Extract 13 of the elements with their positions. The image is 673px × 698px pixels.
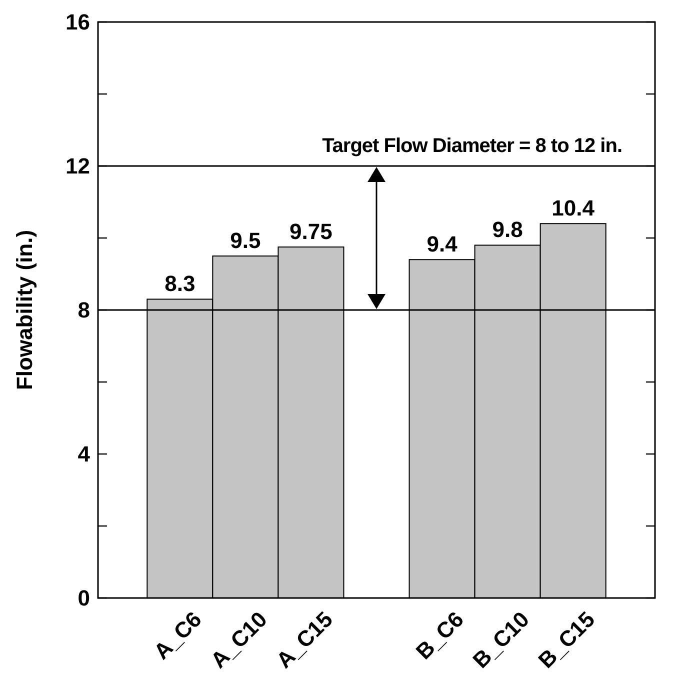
data-label: 9.4 — [426, 232, 458, 257]
y-axis-title: Flowability (in.) — [12, 230, 37, 390]
y-tick-label: 16 — [66, 10, 90, 35]
data-label: 9.5 — [230, 228, 261, 253]
annotation: Target Flow Diameter = 8 to 12 in. — [322, 135, 622, 157]
y-tick-label: 0 — [78, 586, 90, 611]
data-label: 10.4 — [552, 196, 596, 221]
y-tick-label: 4 — [78, 442, 91, 467]
data-label: 8.3 — [164, 271, 196, 296]
data-label: 9.8 — [492, 217, 523, 242]
y-tick-label: 8 — [78, 298, 90, 323]
y-tick-label: 12 — [66, 154, 90, 179]
data-label: 9.75 — [290, 219, 332, 244]
